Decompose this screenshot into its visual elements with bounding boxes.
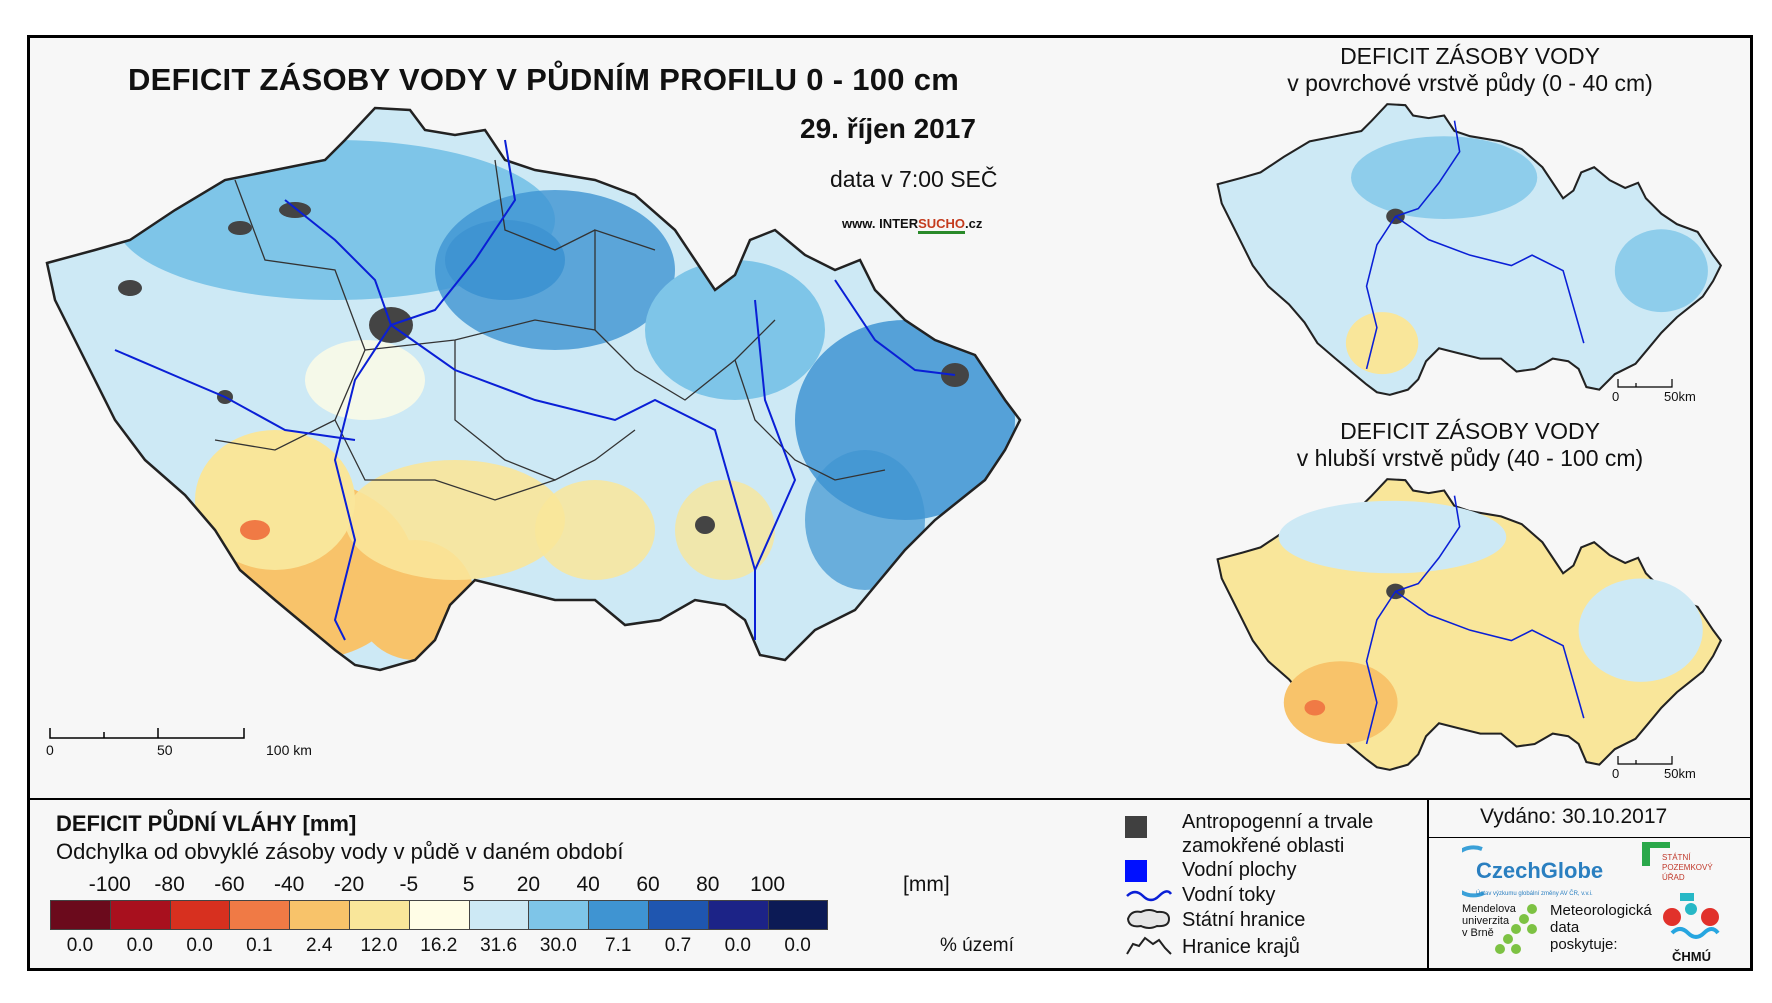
main-map bbox=[45, 106, 1022, 672]
key-region-label: Hranice krajů bbox=[1182, 936, 1300, 958]
legend-percentage: 2.4 bbox=[305, 935, 333, 956]
czechglobe-subtext: Ústav výzkumu globální změny AV ČR, v.v.… bbox=[1476, 890, 1593, 897]
bottom-inset-title: DEFICIT ZÁSOBY VODY v hlubší vrstvě půdy … bbox=[1296, 418, 1644, 471]
top-inset-scale-bar bbox=[1617, 379, 1673, 388]
legend-divider bbox=[27, 798, 1753, 800]
main-date: 29. říjen 2017 bbox=[800, 113, 976, 144]
urban-area-icon bbox=[1125, 816, 1147, 838]
legend-tick: 20 bbox=[516, 873, 541, 896]
top-inset-map bbox=[1216, 103, 1723, 396]
data-time: data v 7:00 SEČ bbox=[830, 166, 998, 192]
legend-percentage: 12.0 bbox=[360, 935, 398, 956]
spu-line3: ÚŘAD bbox=[1662, 873, 1685, 882]
issued-divider bbox=[1427, 798, 1429, 971]
legend-percentage: 31.6 bbox=[480, 935, 518, 956]
bottom-inset-scale-50: 50km bbox=[1664, 766, 1696, 781]
chmu-logo: ČHMÚ bbox=[1663, 893, 1720, 964]
czechglobe-text: CzechGlobe bbox=[1476, 858, 1603, 883]
bottom-inset-map bbox=[1216, 478, 1723, 771]
chmu-text: ČHMÚ bbox=[1672, 949, 1711, 964]
key-river-label: Vodní toky bbox=[1182, 884, 1276, 906]
legend-percentage: 0.0 bbox=[784, 935, 811, 956]
czechglobe-logo: CzechGlobe Ústav výzkumu globální změny … bbox=[1462, 845, 1603, 898]
legend-percentage: 0.7 bbox=[664, 935, 692, 956]
key-urban-label: Antropogenní a trvale zamokřené oblasti bbox=[1182, 811, 1374, 857]
legend-pct-unit: % území bbox=[940, 935, 1014, 956]
legend-percentage: 0.0 bbox=[66, 935, 94, 956]
legend-percentage: 0.1 bbox=[246, 935, 273, 956]
region-border-icon bbox=[1126, 936, 1172, 955]
bottom-inset-scale-bar bbox=[1617, 756, 1673, 765]
legend-tick: -40 bbox=[274, 873, 305, 896]
legend-swatch bbox=[528, 900, 590, 930]
top-inset-scale-0: 0 bbox=[1612, 389, 1620, 404]
legend-swatch bbox=[648, 900, 709, 930]
spu-line2: POZEMKOVÝ bbox=[1662, 863, 1713, 872]
legend-swatch bbox=[408, 900, 470, 930]
legend-tick: 80 bbox=[696, 873, 720, 896]
legend-swatch bbox=[707, 900, 769, 930]
legend-tick: -60 bbox=[214, 873, 245, 896]
legend-percentage: 30.0 bbox=[539, 935, 577, 956]
legend-swatch bbox=[169, 900, 231, 930]
legend-tick: 60 bbox=[636, 873, 660, 896]
legend-tick: 100 bbox=[750, 873, 786, 896]
main-scale-100: 100 km bbox=[266, 742, 312, 758]
issued-underline bbox=[1427, 837, 1753, 838]
legend-swatch bbox=[229, 900, 291, 930]
legend-title: DEFICIT PŮDNÍ VLÁHY [mm] bbox=[56, 811, 357, 836]
main-title: DEFICIT ZÁSOBY VODY V PŮDNÍM PROFILU 0 -… bbox=[128, 62, 960, 97]
legend-swatch bbox=[289, 900, 350, 930]
top-inset-scale-50: 50km bbox=[1664, 389, 1696, 404]
legend-swatch bbox=[349, 900, 410, 930]
river-icon bbox=[1126, 890, 1173, 902]
legend-tick: -80 bbox=[154, 873, 185, 896]
legend-swatch bbox=[109, 900, 171, 930]
main-scale-50: 50 bbox=[157, 742, 173, 758]
legend-unit: [mm] bbox=[903, 873, 950, 896]
state-border-icon bbox=[1126, 909, 1171, 929]
legend-swatch bbox=[767, 900, 829, 930]
legend-percentage: 16.2 bbox=[420, 935, 458, 956]
website-link[interactable]: www. INTERSUCHO.cz bbox=[842, 216, 982, 234]
key-water-label: Vodní plochy bbox=[1182, 859, 1297, 881]
water-body-icon bbox=[1125, 860, 1147, 882]
legend-tick: -5 bbox=[399, 873, 419, 896]
key-border-label: Státní hranice bbox=[1182, 909, 1306, 931]
legend-tick: -100 bbox=[88, 873, 131, 896]
legend-subtitle: Odchylka od obvyklé zásoby vody v půdě v… bbox=[56, 839, 624, 864]
top-inset-title: DEFICIT ZÁSOBY VODY v povrchové vrstvě pů… bbox=[1287, 43, 1653, 96]
issued-date: Vydáno: 30.10.2017 bbox=[1480, 805, 1668, 828]
legend-swatch bbox=[588, 900, 649, 930]
legend-percentage: 0.0 bbox=[724, 935, 751, 956]
legend-percentage: 7.1 bbox=[604, 935, 632, 956]
legend-swatch bbox=[50, 900, 111, 930]
main-scale-bar bbox=[49, 728, 245, 739]
legend-tick: -20 bbox=[333, 873, 365, 896]
legend-swatch bbox=[468, 900, 530, 930]
mendel-logo bbox=[1495, 904, 1537, 954]
legend-tick: 40 bbox=[576, 873, 600, 896]
bottom-inset-scale-0: 0 bbox=[1612, 766, 1620, 781]
meteo-data-text: Meteorologická data poskytuje: bbox=[1550, 902, 1652, 953]
legend-percentage: 0.0 bbox=[126, 935, 153, 956]
main-scale-0: 0 bbox=[46, 742, 54, 758]
spu-line1: STÁTNÍ bbox=[1662, 853, 1691, 862]
mendel-text: Mendelova univerzita v Brně bbox=[1462, 903, 1516, 939]
legend-tick: 5 bbox=[462, 873, 475, 896]
spu-logo: STÁTNÍ POZEMKOVÝ ÚŘAD bbox=[1642, 842, 1713, 882]
legend-percentage: 0.0 bbox=[186, 935, 213, 956]
